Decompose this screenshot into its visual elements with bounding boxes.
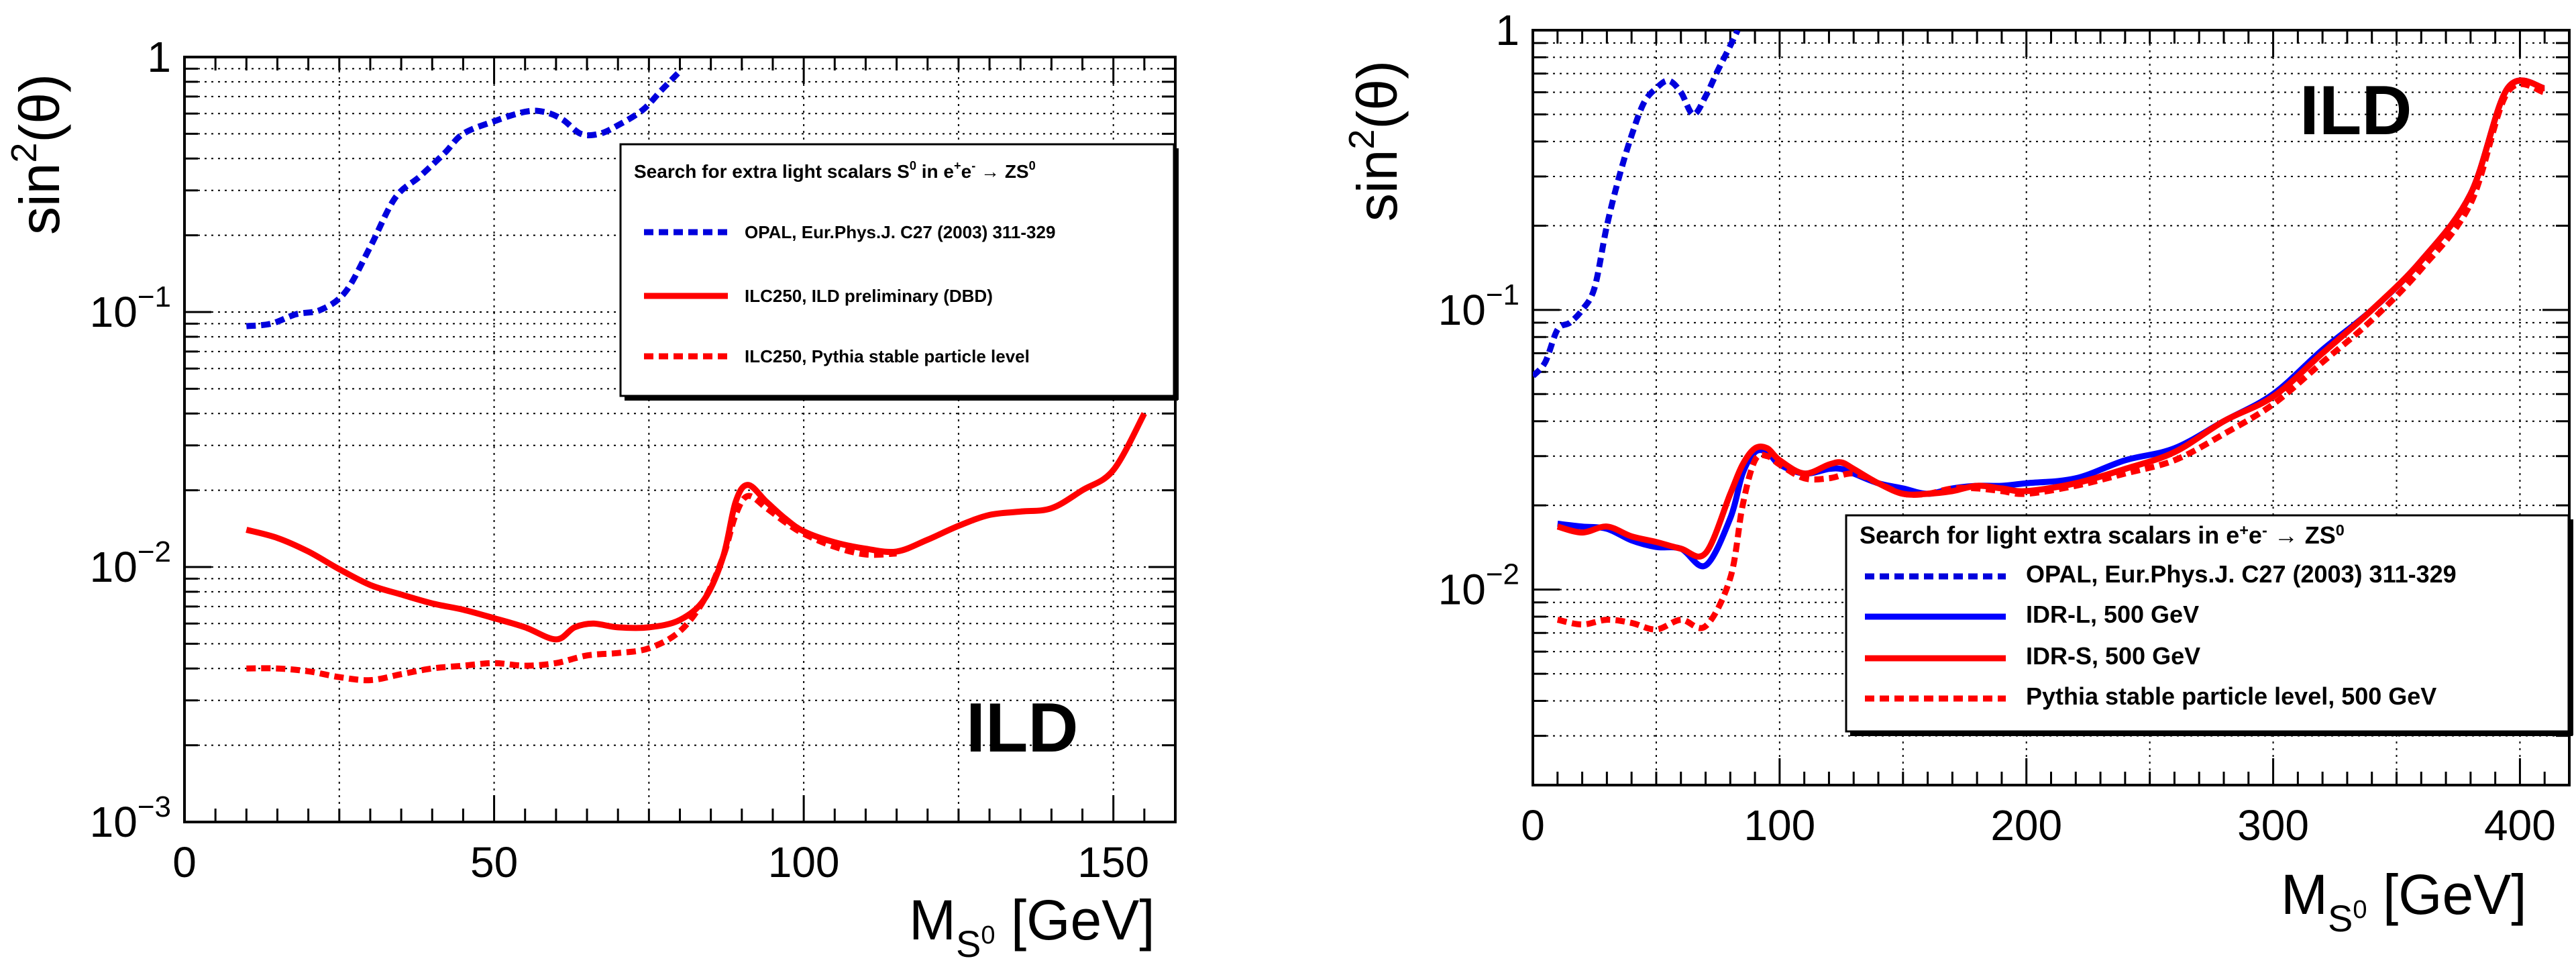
series-line-3	[1556, 81, 2546, 633]
y-tick-label: 10−2	[90, 535, 171, 591]
x-tick-label: 300	[2237, 801, 2309, 850]
x-tick-label: 0	[172, 838, 197, 886]
series-line-1	[246, 412, 1147, 643]
series-line-2	[246, 493, 897, 684]
legend-entry: ILC250, Pythia stable particle level	[745, 346, 1030, 366]
legend-entry: ILC250, ILD preliminary (DBD)	[745, 286, 993, 306]
legend-entry: IDR-S, 500 GeV	[2026, 642, 2200, 670]
x-tick-label: 400	[2484, 801, 2556, 850]
x-tick-label: 0	[1521, 801, 1545, 850]
legend-title: Search for extra light scalars S0 in e+e…	[634, 159, 1036, 182]
series-group	[246, 68, 1147, 684]
left-chart: 0 50 100 150 10−3 10−2 10−1 1 sin2(θ) MS0 [GeV] IL…	[4, 33, 1179, 965]
x-tick-label: 100	[1743, 801, 1815, 850]
legend-entry: IDR-L, 500 GeV	[2026, 601, 2199, 628]
legend-entry: Pythia stable particle level, 500 GeV	[2026, 682, 2436, 710]
series-line-0	[1533, 30, 1741, 378]
x-axis-label: MS0 [GeV]	[909, 888, 1155, 965]
legend-box	[619, 143, 1175, 397]
y-tick-label: 10−3	[90, 790, 171, 846]
y-tick-label: 10−1	[90, 280, 171, 336]
y-tick-label: 10−1	[1438, 278, 1519, 334]
x-ticks	[183, 57, 1177, 822]
legend-entry: OPAL, Eur.Phys.J. C27 (2003) 311-329	[2026, 560, 2457, 588]
x-tick-label: 200	[1990, 801, 2062, 850]
legend: Search for extra light scalars S0 in e+e…	[619, 143, 1179, 401]
legend: Search for light extra scalars in e+e- →…	[1845, 514, 2573, 736]
right-chart: 0 100 200 300 400 10−2 10−1 1 sin2(θ) MS0 [GeV] IL…	[1342, 6, 2573, 939]
x-tick-label: 50	[470, 838, 518, 886]
y-tick-label: 1	[1495, 6, 1519, 54]
y-tick-label: 10−2	[1438, 558, 1519, 614]
y-tick-label: 1	[147, 33, 171, 81]
y-axis-label: sin2(θ)	[1342, 60, 1409, 221]
x-tick-label: 100	[768, 838, 840, 886]
series-group	[1533, 30, 2546, 633]
x-axis-label: MS0 [GeV]	[2281, 863, 2527, 939]
ild-label: ILD	[2300, 72, 2412, 150]
legend-title: Search for light extra scalars in e+e- →…	[1860, 521, 2345, 549]
series-line-0	[246, 68, 682, 329]
ild-label: ILD	[966, 689, 1079, 767]
y-axis-label: sin2(θ)	[4, 74, 71, 235]
legend-box	[1845, 514, 2570, 733]
legend-entry: OPAL, Eur.Phys.J. C27 (2003) 311-329	[745, 222, 1055, 242]
x-tick-label: 150	[1077, 838, 1149, 886]
x-ticks	[1532, 30, 2571, 785]
